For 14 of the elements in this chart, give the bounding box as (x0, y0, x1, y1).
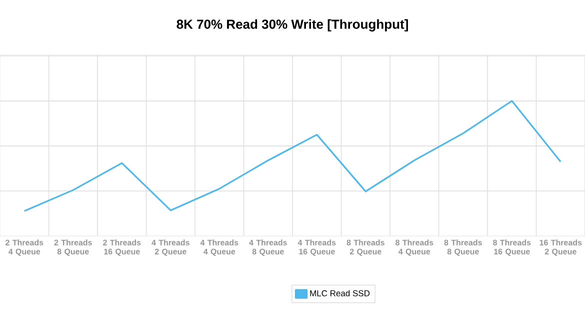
x-tick-label: 8 Threads 8 Queue (444, 240, 482, 256)
x-tick-label: 2 Threads 8 Queue (54, 240, 92, 256)
x-tick-label: 16 Threads 2 Queue (540, 240, 582, 256)
x-tick-label: 2 Threads 16 Queue (103, 240, 141, 256)
chart-title: 8K 70% Read 30% Write [Throughput] (176, 19, 408, 32)
x-tick-label: 4 Threads 2 Queue (152, 240, 190, 256)
x-tick-label: 4 Threads 16 Queue (298, 240, 336, 256)
x-tick-label: 8 Threads 4 Queue (396, 240, 434, 256)
x-tick-label: 4 Threads 8 Queue (249, 240, 287, 256)
x-tick-label: 2 Threads 4 Queue (6, 240, 44, 256)
x-tick-label: 8 Threads 16 Queue (493, 240, 531, 256)
x-tick-label: 4 Threads 4 Queue (200, 240, 238, 256)
x-tick-label: 8 Threads 2 Queue (346, 240, 384, 256)
legend-label: MLC Read SSD (310, 290, 370, 296)
